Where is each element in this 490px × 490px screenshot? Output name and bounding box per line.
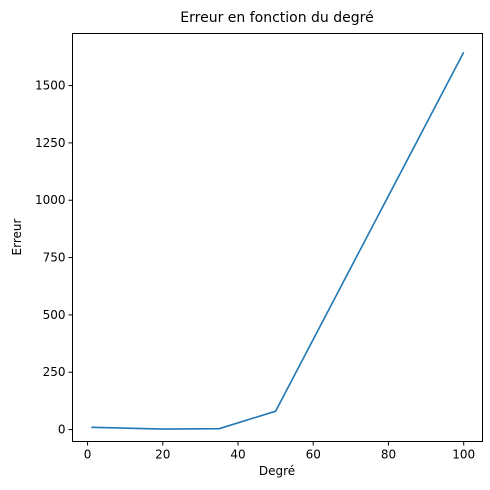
data-point bbox=[463, 52, 465, 54]
data-point bbox=[91, 426, 93, 428]
data-point bbox=[218, 428, 220, 430]
y-tick-label: 1500 bbox=[35, 79, 66, 93]
y-tick-label: 0 bbox=[58, 423, 66, 437]
y-tick-label: 1250 bbox=[35, 136, 66, 150]
series-layer bbox=[91, 51, 465, 430]
data-point bbox=[275, 410, 277, 412]
y-tick-label: 750 bbox=[43, 251, 66, 265]
x-tick-label: 0 bbox=[84, 448, 92, 462]
chart-title: Erreur en fonction du degré bbox=[180, 10, 373, 26]
x-tick-label: 40 bbox=[230, 448, 245, 462]
y-tick-label: 500 bbox=[43, 308, 66, 322]
x-tick-label: 80 bbox=[381, 448, 396, 462]
x-axis-label: Degré bbox=[259, 464, 295, 478]
y-axis: 0 250 500 750 1000 1250 1500 bbox=[35, 79, 73, 437]
series-line bbox=[91, 51, 465, 430]
x-tick-label: 20 bbox=[155, 448, 170, 462]
y-tick-label: 1000 bbox=[35, 193, 66, 207]
x-tick-label: 100 bbox=[452, 448, 475, 462]
x-axis: 0 20 40 60 80 100 bbox=[84, 441, 475, 462]
data-point bbox=[162, 428, 164, 430]
y-tick-label: 250 bbox=[43, 365, 66, 379]
y-axis-label: Erreur bbox=[10, 218, 24, 255]
x-tick-label: 60 bbox=[306, 448, 321, 462]
plot-frame bbox=[72, 33, 483, 442]
